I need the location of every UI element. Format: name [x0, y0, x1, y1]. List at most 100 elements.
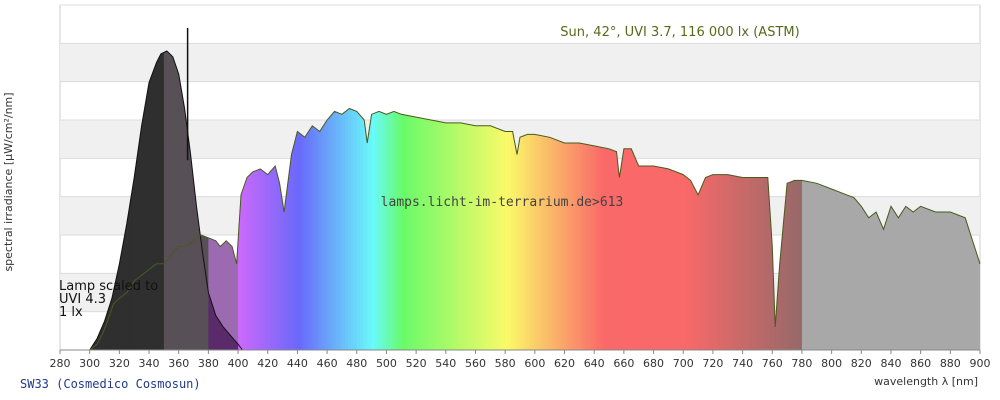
sun-spectrum-line-layer [77, 28, 981, 351]
spectrum-stripe [647, 108, 652, 350]
x-tick-label: 720 [702, 357, 723, 370]
spectrum-stripe [564, 108, 569, 350]
spectrum-stripe [282, 108, 287, 350]
spectrum-stripe [303, 108, 307, 350]
spectrum-stripe [603, 108, 607, 350]
spectrum-stripe [718, 108, 723, 350]
spectrum-stripe [407, 108, 411, 350]
spectrum-stripe [890, 108, 895, 350]
spectrum-stripe [490, 108, 494, 350]
spectrum-stripe [796, 108, 800, 350]
spectrum-stripe [377, 108, 382, 350]
spectrum-stripe [169, 51, 174, 350]
spectrum-stripe [496, 108, 500, 350]
spectrum-stripe [451, 108, 456, 350]
spectrum-stripe [893, 108, 898, 350]
x-tick-label: 340 [139, 357, 160, 370]
spectrum-stripe [766, 108, 770, 350]
spectrum-stripe [193, 51, 198, 350]
lamp-spectrum-line [77, 50, 243, 351]
spectrum-stripe [419, 108, 423, 350]
x-tick-label: 280 [50, 357, 71, 370]
spectrum-stripe [962, 108, 966, 350]
spectrum-stripe [511, 108, 515, 350]
spectrum-stripe [172, 51, 177, 350]
spectrum-stripe [425, 108, 429, 350]
watermark-text: lamps.licht-im-terrarium.de>613 [381, 195, 624, 210]
spectrum-stripe [876, 108, 880, 350]
x-tick-label: 880 [940, 357, 961, 370]
spectrum-stripe [430, 108, 435, 350]
x-axis: 280 300 320 340 360 380 400 420 440 460 480 500 520 5… [50, 349, 991, 370]
spectrum-stripe [819, 108, 824, 350]
spectrum-stripe [843, 108, 848, 350]
spectrum-stripe [380, 108, 385, 350]
spectrum-stripe [448, 108, 453, 350]
spectrum-stripe [140, 51, 144, 350]
spectrum-stripe [309, 108, 313, 350]
spectrum-stripe [594, 108, 598, 350]
spectrum-stripe [294, 108, 299, 350]
spectrum-stripe [674, 108, 678, 350]
spectrum-stripe [561, 108, 566, 350]
spectrum-stripe [644, 108, 649, 350]
spectrum-stripe [576, 108, 580, 350]
x-tick-label: 300 [79, 357, 100, 370]
spectrum-stripe [706, 108, 711, 350]
spectrum-stripe [422, 108, 426, 350]
spectrum-stripe [724, 108, 729, 350]
spectrum-stripe [481, 108, 485, 350]
spectrum-stripe [146, 51, 150, 350]
spectrum-stripe [822, 108, 827, 350]
spectrum-stripe [478, 108, 483, 350]
spectrum-stripe [306, 108, 310, 350]
spectrum-stripe [442, 108, 447, 350]
spectrum-stripe [436, 108, 441, 350]
spectrum-stripe [935, 108, 940, 350]
spectrum-stripe [831, 108, 836, 350]
spectrum-stripe [790, 108, 794, 350]
spectrum-stripe [475, 108, 480, 350]
spectrum-stripe [591, 108, 595, 350]
x-tick-label: 660 [613, 357, 634, 370]
spectrum-stripe [763, 108, 767, 350]
spectrum-stripe [187, 51, 192, 350]
spectrum-stripe [410, 108, 414, 350]
x-tick-label: 900 [970, 357, 991, 370]
spectrum-stripe [178, 51, 183, 350]
spectrum-stripe [276, 108, 281, 350]
spectrum-stripe [546, 108, 551, 350]
spectrum-stripe [359, 108, 364, 350]
lamp-caption: SW33 (Cosmedico Cosmosun) [20, 377, 201, 391]
spectrum-stripe [336, 108, 340, 350]
spectrum-stripe [312, 108, 316, 350]
spectrum-stripe [873, 108, 877, 350]
spectrum-stripe [754, 108, 759, 350]
spectrum-stripe [321, 108, 325, 350]
x-tick-label: 740 [732, 357, 753, 370]
spectrum-stripe [143, 51, 147, 350]
spectrum-stripe [157, 51, 162, 350]
spectrum-stripe [804, 108, 809, 350]
spectrum-stripe [181, 51, 186, 350]
y-axis-label: spectral irradiance [µW/cm²/nm] [2, 92, 15, 271]
x-tick-label: 580 [495, 357, 516, 370]
spectrum-stripe [837, 108, 842, 350]
spectrum-stripe [686, 108, 690, 350]
spectrum-stripe [953, 108, 957, 350]
spectrum-stripe [656, 108, 661, 350]
spectrum-stripe [347, 108, 352, 350]
spectrum-stripe [520, 108, 524, 350]
spectrum-stripe [760, 108, 764, 350]
spectrum-stripe [801, 108, 806, 350]
spectrum-stripe [246, 108, 251, 350]
spectrum-stripe [807, 108, 812, 350]
x-tick-label: 320 [109, 357, 130, 370]
spectrum-stripe [582, 108, 586, 350]
spectrum-stripe [701, 108, 705, 350]
spectrum-stripe [341, 108, 346, 350]
spectrum-stripe [353, 108, 358, 350]
spectrum-stripe [517, 108, 521, 350]
spectrum-stripe [926, 108, 931, 350]
